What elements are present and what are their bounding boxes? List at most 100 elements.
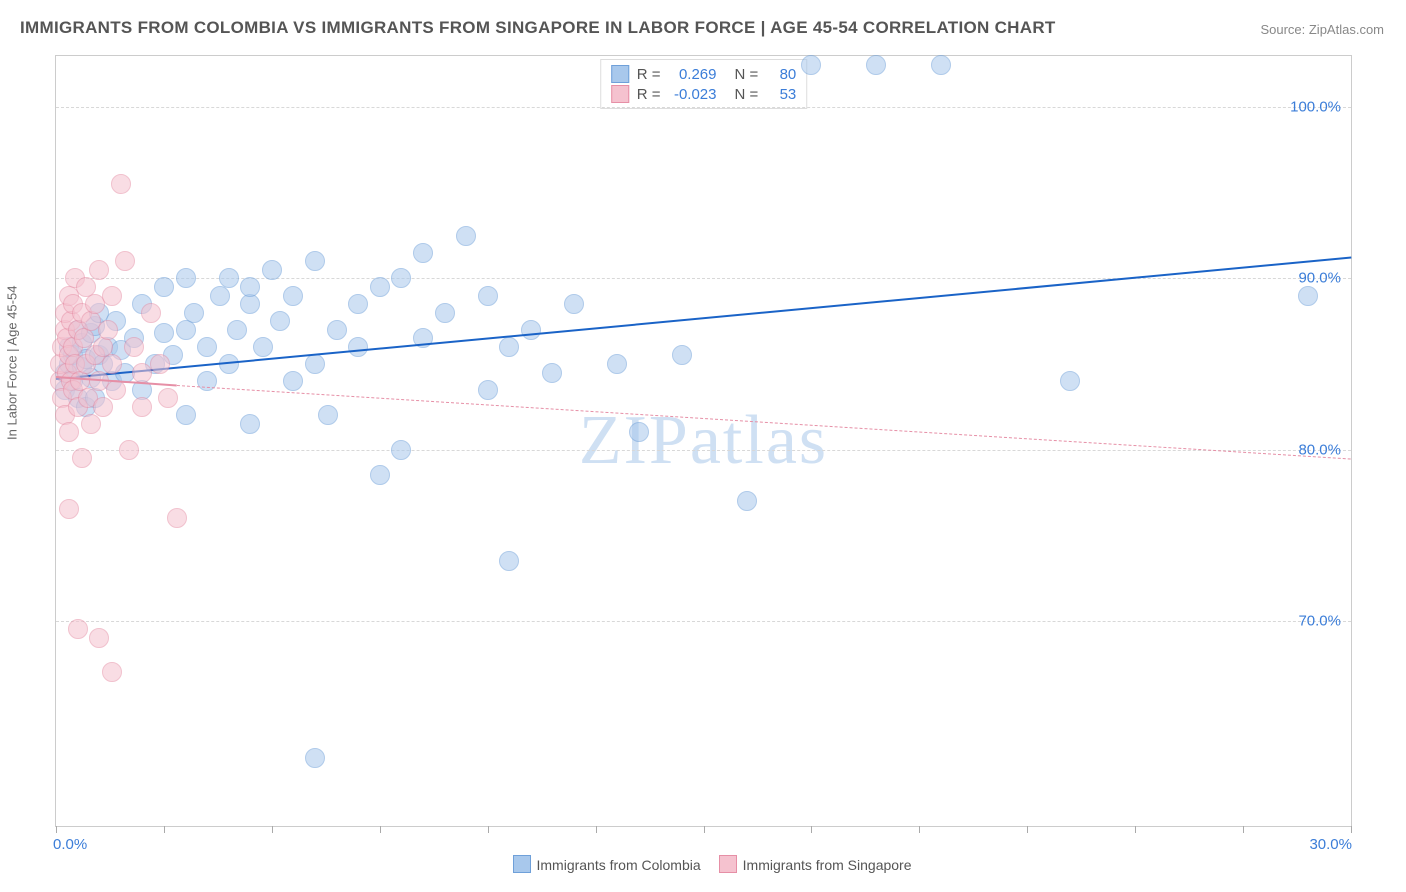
data-point [111,174,131,194]
x-tick [596,826,597,833]
data-point [184,303,204,323]
x-max-label: 30.0% [1309,836,1352,853]
data-point [102,662,122,682]
data-point [737,491,757,511]
data-point [327,320,347,340]
data-point [521,320,541,340]
data-point [413,243,433,263]
data-point [478,286,498,306]
x-tick [272,826,273,833]
data-point [283,371,303,391]
data-point [391,440,411,460]
data-point [176,320,196,340]
y-tick-label: 70.0% [1298,612,1341,629]
data-point [210,286,230,306]
data-point [219,268,239,288]
data-point [1060,371,1080,391]
data-point [59,499,79,519]
data-point [132,397,152,417]
x-tick [488,826,489,833]
data-point [391,268,411,288]
data-point [89,628,109,648]
x-tick [380,826,381,833]
stats-legend-box: R =0.269N =80R =-0.023N =53 [600,59,808,109]
data-point [478,380,498,400]
data-point [240,294,260,314]
legend-label: Immigrants from Singapore [743,857,912,873]
stat-n-label: N = [735,66,759,83]
data-point [931,55,951,75]
data-point [499,551,519,571]
data-point [672,345,692,365]
trend-line [56,256,1351,379]
legend-swatch [513,855,531,873]
x-tick [919,826,920,833]
data-point [115,251,135,271]
data-point [102,286,122,306]
data-point [542,363,562,383]
x-tick [811,826,812,833]
data-point [564,294,584,314]
stats-row: R =-0.023N =53 [611,84,797,104]
data-point [102,354,122,374]
y-axis-title: In Labor Force | Age 45-54 [5,286,20,440]
stat-n-value: 80 [766,66,796,83]
source-label: Source: ZipAtlas.com [1260,22,1384,37]
gridline [56,107,1351,108]
x-tick [1027,826,1028,833]
data-point [240,277,260,297]
data-point [253,337,273,357]
data-point [435,303,455,323]
y-tick-label: 90.0% [1298,270,1341,287]
data-point [318,405,338,425]
x-tick [56,826,57,833]
data-point [98,320,118,340]
data-point [158,388,178,408]
data-point [141,303,161,323]
plot-area: ZIPatlas R =0.269N =80R =-0.023N =53 70.… [55,55,1352,827]
data-point [305,354,325,374]
chart-title: IMMIGRANTS FROM COLOMBIA VS IMMIGRANTS F… [20,18,1056,38]
data-point [270,311,290,331]
data-point [240,414,260,434]
data-point [348,294,368,314]
y-tick-label: 100.0% [1290,99,1341,116]
x-tick [164,826,165,833]
data-point [176,405,196,425]
data-point [93,397,113,417]
trend-line [177,385,1351,460]
data-point [59,422,79,442]
data-point [154,323,174,343]
stat-r-value: -0.023 [669,86,717,103]
x-min-label: 0.0% [53,836,87,853]
data-point [1298,286,1318,306]
stat-r-value: 0.269 [669,66,717,83]
data-point [150,354,170,374]
x-tick [704,826,705,833]
data-point [81,414,101,434]
x-tick [1243,826,1244,833]
data-point [305,251,325,271]
x-tick [1135,826,1136,833]
gridline [56,450,1351,451]
legend-swatch [611,85,629,103]
data-point [119,440,139,460]
data-point [72,448,92,468]
chart-container: IMMIGRANTS FROM COLOMBIA VS IMMIGRANTS F… [0,0,1406,892]
data-point [305,748,325,768]
data-point [89,260,109,280]
data-point [262,260,282,280]
data-point [167,508,187,528]
data-point [499,337,519,357]
data-point [154,277,174,297]
data-point [227,320,247,340]
data-point [456,226,476,246]
legend-swatch [611,65,629,83]
stat-r-label: R = [637,86,661,103]
data-point [197,337,217,357]
data-point [68,619,88,639]
data-point [348,337,368,357]
stat-n-label: N = [735,86,759,103]
x-tick [1351,826,1352,833]
legend-swatch [719,855,737,873]
